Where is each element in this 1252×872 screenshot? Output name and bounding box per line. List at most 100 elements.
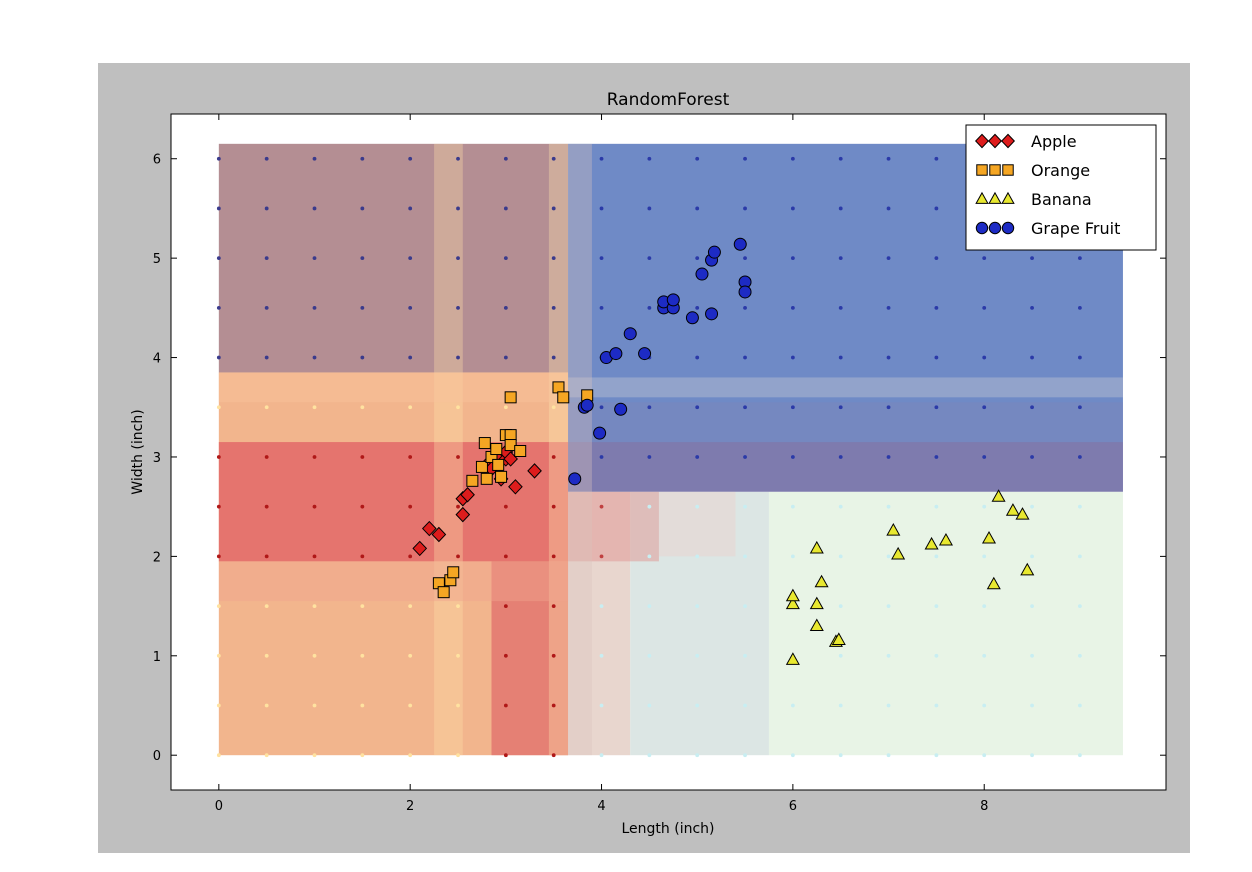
x-tick-label: 6	[789, 799, 797, 814]
legend-marker-orange	[1002, 164, 1014, 176]
apple-point	[455, 506, 471, 523]
banana-point	[1005, 503, 1020, 516]
legend-marker-grape-fruit	[988, 221, 1002, 235]
mesh-dot	[982, 504, 987, 509]
mesh-dot	[790, 554, 795, 559]
mesh-dot	[934, 504, 939, 509]
grape-fruit-point	[568, 472, 582, 486]
mesh-dot	[408, 156, 413, 161]
mesh-dot	[982, 554, 987, 559]
mesh-dot	[216, 703, 221, 708]
mesh-dot	[264, 703, 269, 708]
mesh-dot	[599, 504, 604, 509]
mesh-dot	[503, 504, 508, 509]
legend-marker-banana	[988, 191, 1002, 204]
mesh-dot	[599, 256, 604, 261]
mesh-dot	[551, 305, 556, 310]
mesh-dot	[503, 206, 508, 211]
orange-point	[514, 445, 527, 458]
mesh-dot	[743, 405, 747, 410]
mesh-dot	[360, 156, 365, 161]
mesh-dot	[551, 455, 556, 459]
mesh-dot	[456, 604, 460, 608]
mesh-dot	[264, 455, 269, 459]
mesh-dot	[886, 305, 891, 310]
mesh-dot	[551, 405, 556, 410]
axes-frame	[170, 113, 1167, 791]
mesh-dot	[838, 703, 843, 708]
mesh-dot	[647, 206, 652, 211]
apple-point	[412, 540, 428, 557]
mesh-dot	[216, 305, 221, 310]
legend-marker-apple	[1000, 133, 1016, 149]
mesh-dot	[743, 256, 747, 261]
mesh-dot	[647, 554, 652, 559]
mesh-dot	[360, 455, 365, 459]
mesh-dot	[599, 554, 604, 559]
mesh-dot	[456, 156, 460, 161]
mesh-dot	[408, 355, 413, 360]
apple-point	[508, 479, 523, 495]
mesh-dot	[647, 653, 652, 658]
mesh-dot	[790, 256, 795, 261]
mesh-dot	[982, 753, 987, 758]
mesh-dot	[456, 504, 460, 509]
mesh-dot	[838, 156, 843, 161]
mesh-dot	[790, 405, 795, 410]
mesh-dot	[647, 305, 652, 310]
mesh-dot	[743, 554, 747, 559]
mesh-dot	[551, 703, 556, 708]
mesh-dot	[360, 305, 365, 310]
mesh-dot	[838, 604, 843, 608]
mesh-dot	[1077, 405, 1082, 410]
mesh-dot	[503, 554, 508, 559]
mesh-dot	[886, 455, 891, 459]
mesh-dot	[647, 455, 652, 459]
mesh-dot	[695, 504, 700, 509]
mesh-dot	[743, 305, 747, 310]
mesh-dot	[408, 604, 413, 608]
mesh-dot	[790, 455, 795, 459]
mesh-dot	[312, 604, 317, 608]
mesh-dot	[1030, 554, 1034, 559]
mesh-dot	[216, 753, 221, 758]
legend-marker-grape-fruit	[1001, 221, 1015, 235]
mesh-dot	[312, 455, 317, 459]
legend-label-grape-fruit: Grape Fruit	[1031, 219, 1120, 238]
mesh-dot	[551, 156, 556, 161]
mesh-dot	[216, 355, 221, 360]
mesh-dot	[599, 206, 604, 211]
mesh-dot	[599, 653, 604, 658]
mesh-dot	[456, 355, 460, 360]
mesh-grid-dots	[216, 156, 1082, 758]
y-tick-label: 4	[153, 352, 161, 367]
mesh-dot	[647, 405, 652, 410]
axis-ticks: 0 2 4 6 8 0 1 2 3 4 5 6	[153, 114, 1166, 814]
banana-point	[809, 596, 824, 610]
orange-point	[490, 443, 503, 456]
mesh-dot	[408, 653, 413, 658]
mesh-dot	[312, 256, 317, 261]
legend-label-banana: Banana	[1031, 190, 1092, 209]
orange-point	[475, 460, 488, 473]
mesh-dot	[743, 703, 747, 708]
mesh-dot	[982, 405, 987, 410]
mesh-dot	[551, 256, 556, 261]
grape-fruit-point	[614, 402, 628, 416]
mesh-dot	[695, 753, 700, 758]
region-band	[434, 143, 463, 756]
mesh-dot	[312, 753, 317, 758]
region-band	[491, 561, 569, 756]
x-axis-label: Length (inch)	[622, 821, 715, 837]
orange-point	[504, 429, 517, 442]
mesh-dot	[982, 256, 987, 261]
banana-point	[886, 523, 901, 536]
banana-point	[785, 588, 800, 602]
chart-title: RandomForest	[607, 90, 730, 110]
mesh-dot	[360, 604, 365, 608]
mesh-dot	[743, 156, 747, 161]
grape-fruit-point	[695, 267, 709, 281]
mesh-dot	[743, 753, 747, 758]
mesh-dot	[503, 405, 508, 410]
mesh-dot	[599, 455, 604, 459]
